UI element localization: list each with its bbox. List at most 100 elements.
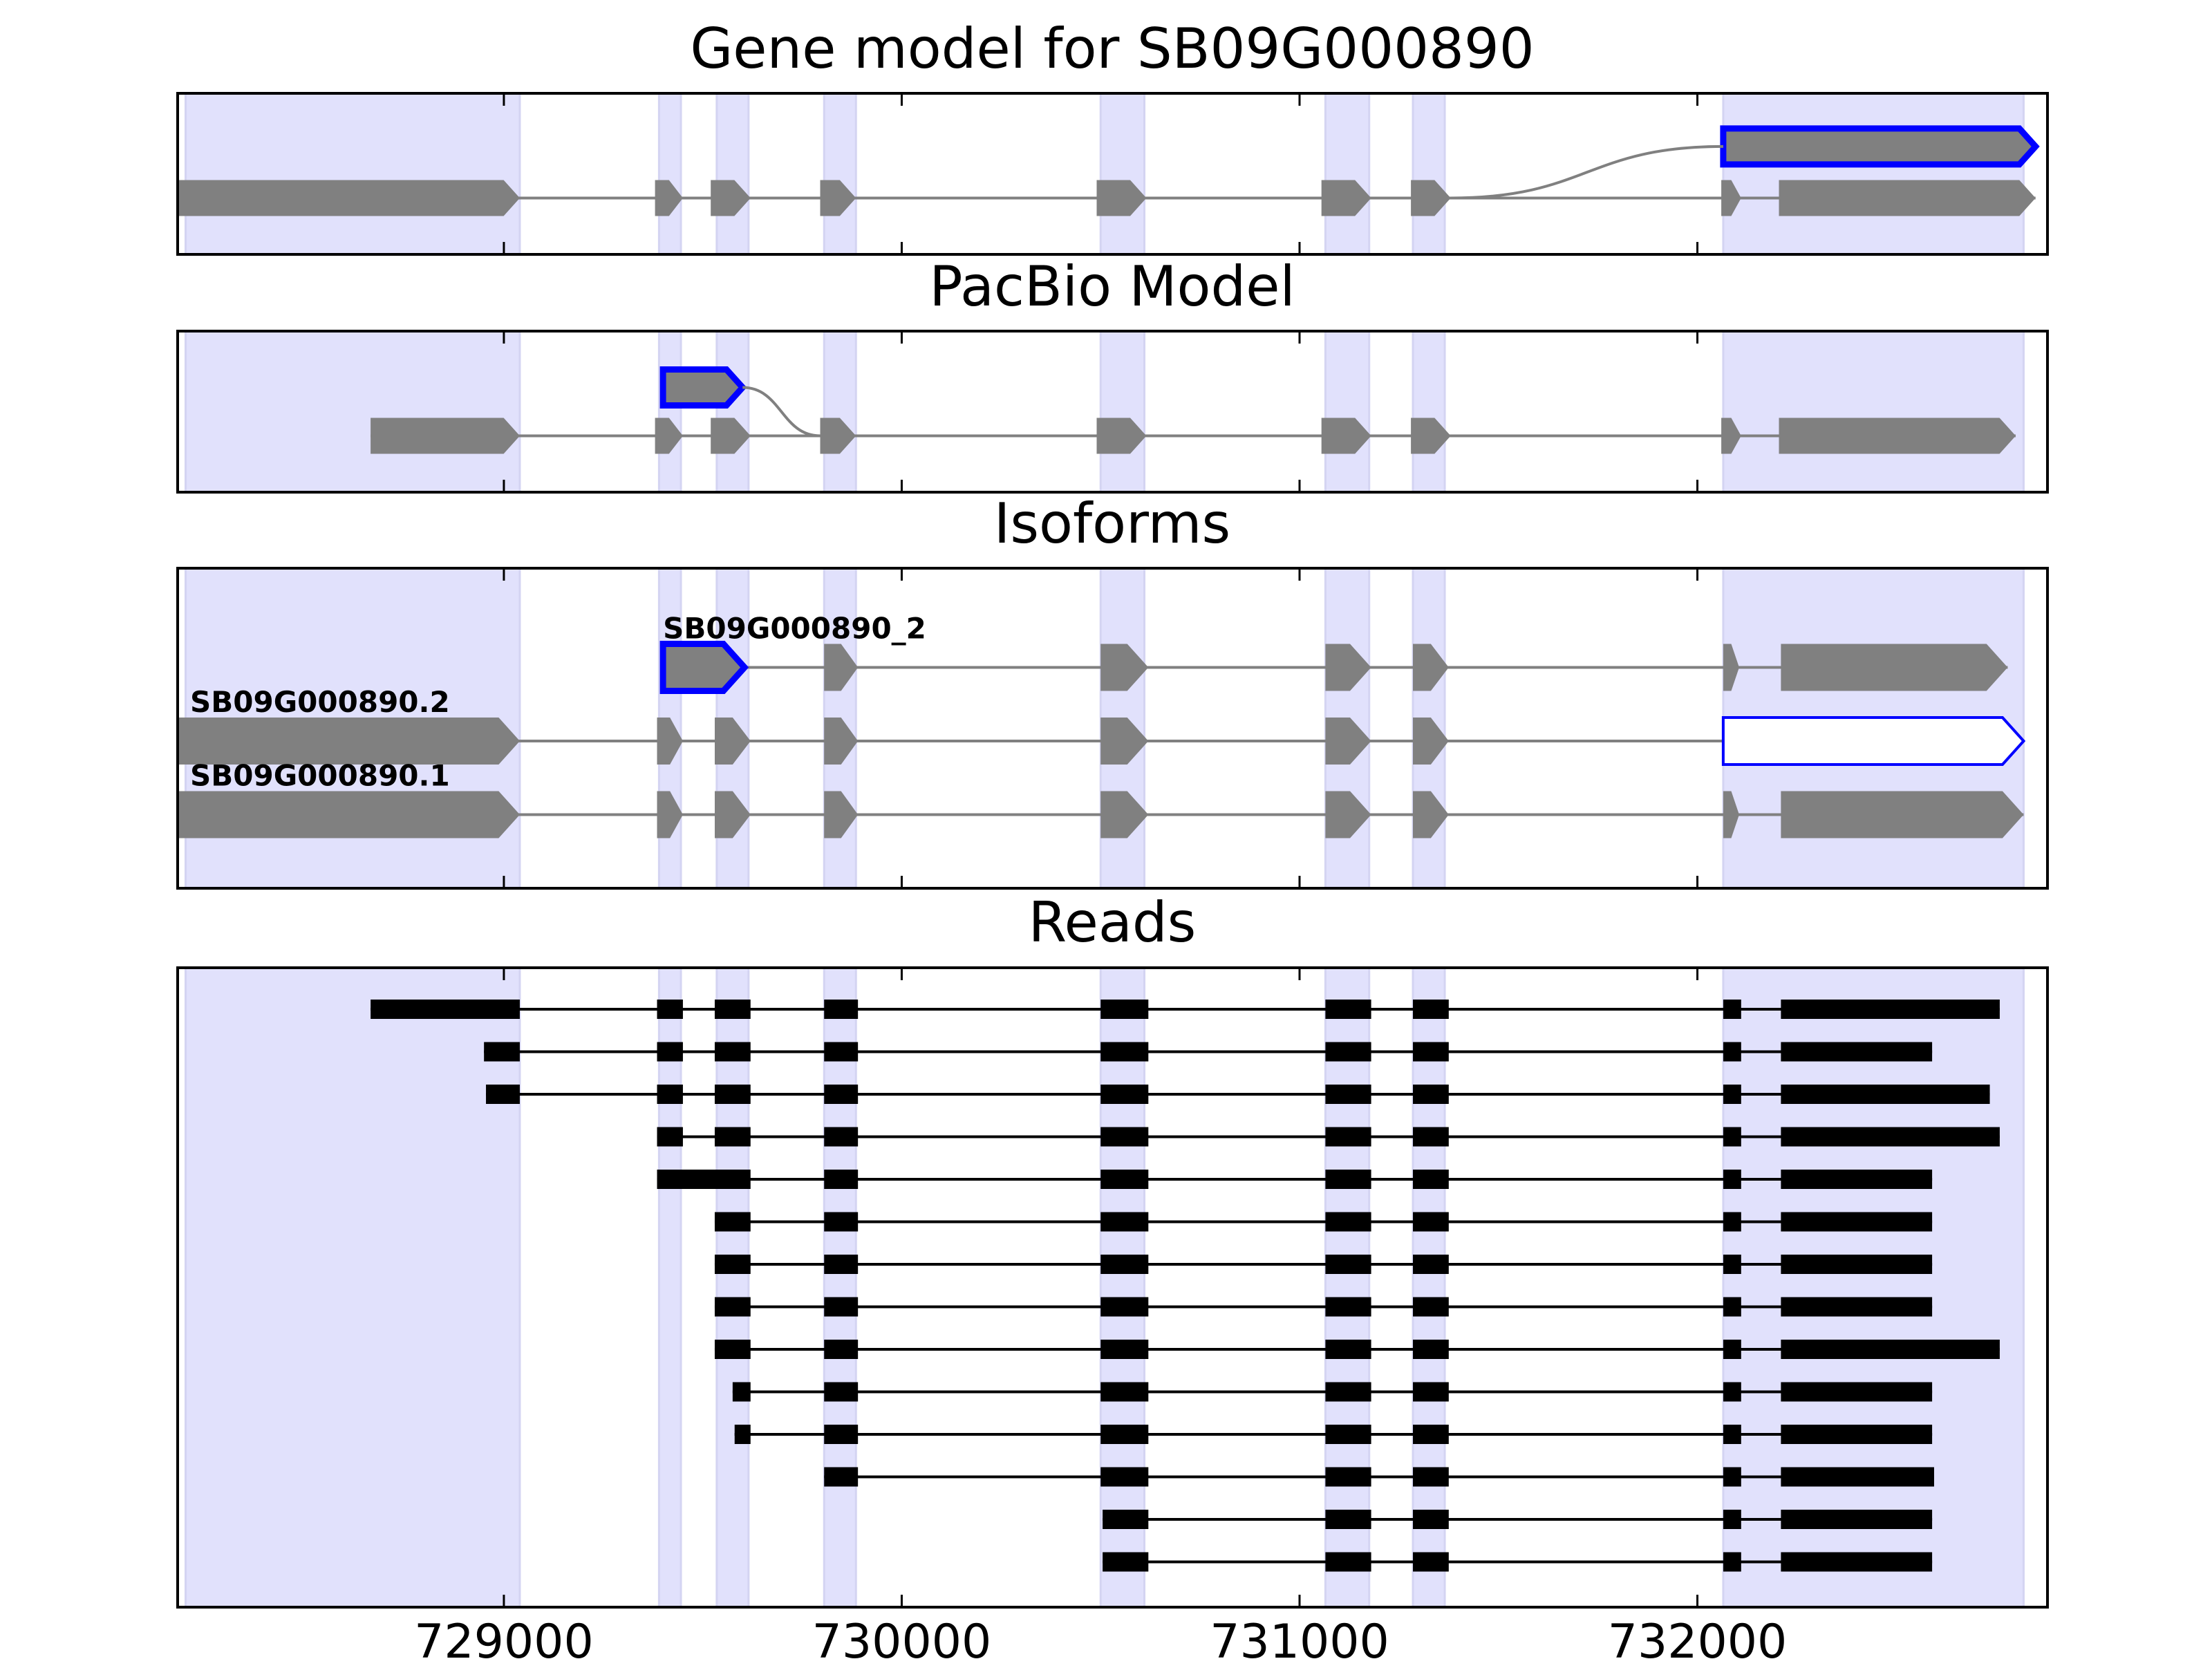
x-tick-label: 730000 — [812, 1615, 992, 1659]
exon-region-shade — [1412, 92, 1446, 256]
read — [1103, 1510, 1933, 1529]
exon — [824, 718, 859, 765]
read-block — [824, 1212, 859, 1232]
read-block — [1413, 1127, 1449, 1147]
read-block — [714, 1297, 751, 1317]
read — [714, 1297, 1933, 1317]
read-block — [1103, 1552, 1149, 1572]
exon-region-shade — [715, 966, 750, 1609]
exon-region-shade — [185, 330, 521, 494]
read-block — [1723, 1212, 1741, 1232]
exon — [1096, 180, 1147, 216]
read-block — [714, 1340, 751, 1359]
exon-region-shade — [1324, 966, 1371, 1609]
exon — [824, 791, 859, 838]
panel-reads: Reads — [176, 890, 2049, 1609]
exon — [1413, 791, 1449, 838]
isoform-label: SB09G000890.2 — [190, 685, 450, 719]
read-block — [1781, 1255, 1933, 1274]
read-block — [824, 1340, 859, 1359]
read-block — [1100, 1255, 1149, 1274]
read-block — [1413, 1340, 1449, 1359]
read-block — [824, 1170, 859, 1189]
read-block — [824, 1127, 859, 1147]
x-tick-label: 731000 — [1210, 1615, 1389, 1659]
isoform-connector — [1450, 144, 1723, 200]
exon — [1325, 644, 1371, 691]
read — [486, 1085, 1990, 1104]
panel-plot-area — [176, 966, 2049, 1609]
panel-pacbio-model: PacBio Model — [176, 254, 2049, 494]
panel-title: Isoforms — [994, 491, 1230, 556]
read-block — [1723, 1467, 1741, 1487]
read-block — [1413, 1000, 1449, 1019]
read-block — [1781, 1127, 2000, 1147]
read-block — [1781, 1085, 1990, 1104]
exon — [1411, 180, 1451, 216]
read-block — [1723, 1255, 1741, 1274]
read-block — [732, 1382, 751, 1402]
exon — [824, 644, 859, 691]
exon — [178, 718, 520, 765]
read-block — [1100, 1170, 1149, 1189]
highlighted-exon — [1720, 125, 2040, 168]
read-block — [824, 1042, 859, 1062]
exon — [178, 791, 520, 838]
read — [734, 1425, 1933, 1444]
read-block — [657, 1127, 683, 1147]
read-block — [1781, 1340, 2000, 1359]
axes-frame — [176, 92, 2049, 256]
axes-frame — [176, 330, 2049, 494]
exon-region-shade — [715, 330, 750, 494]
read-block — [1413, 1382, 1449, 1402]
read-block — [657, 1042, 683, 1062]
exon-region-shade — [1324, 92, 1371, 256]
panel-title: PacBio Model — [929, 254, 1295, 319]
read — [714, 1340, 2000, 1359]
read-block — [1723, 1127, 1741, 1147]
panel-plot-area — [176, 92, 2049, 256]
read-block — [1723, 1382, 1741, 1402]
read-block — [1781, 1382, 1933, 1402]
read-block — [1325, 1255, 1371, 1274]
exon — [1321, 180, 1371, 216]
exon — [655, 418, 683, 454]
read-block — [1100, 1425, 1149, 1444]
exon — [1411, 418, 1451, 454]
read-block — [1100, 1085, 1149, 1104]
read-block — [1325, 1382, 1371, 1402]
exon — [1325, 718, 1371, 765]
gene-track: SB09G000890.1 — [178, 759, 2024, 838]
exon-region-shade — [1099, 330, 1146, 494]
read-block — [1781, 1212, 1933, 1232]
exon-region-shade — [1099, 966, 1146, 1609]
read-block — [824, 1000, 859, 1019]
read — [484, 1042, 1933, 1062]
exon — [1721, 418, 1741, 454]
read-block — [657, 1170, 751, 1189]
read — [657, 1127, 2000, 1147]
read — [1103, 1552, 1933, 1572]
panel-title: Gene model for SB09G000890 — [690, 17, 1534, 81]
read-block — [824, 1085, 859, 1104]
gene-track — [659, 366, 747, 409]
read-block — [1723, 1085, 1741, 1104]
read-block — [1723, 1297, 1741, 1317]
x-tick-label: 729000 — [414, 1615, 594, 1659]
read-block — [1325, 1467, 1371, 1487]
exon-region-shade — [657, 966, 682, 1609]
read-block — [1325, 1425, 1371, 1444]
read-block — [1413, 1085, 1449, 1104]
read-block — [1100, 1340, 1149, 1359]
read-block — [1100, 1297, 1149, 1317]
exon — [1779, 418, 2016, 454]
read-block — [1325, 1297, 1371, 1317]
read-block — [1723, 1170, 1741, 1189]
gene-track: SB09G000890_2 — [659, 612, 2008, 694]
read-block — [714, 1000, 751, 1019]
exon — [1781, 644, 2008, 691]
read-block — [734, 1425, 751, 1444]
x-tick-label: 732000 — [1608, 1615, 1788, 1659]
read-block — [1723, 1425, 1741, 1444]
read-block — [1723, 1000, 1741, 1019]
